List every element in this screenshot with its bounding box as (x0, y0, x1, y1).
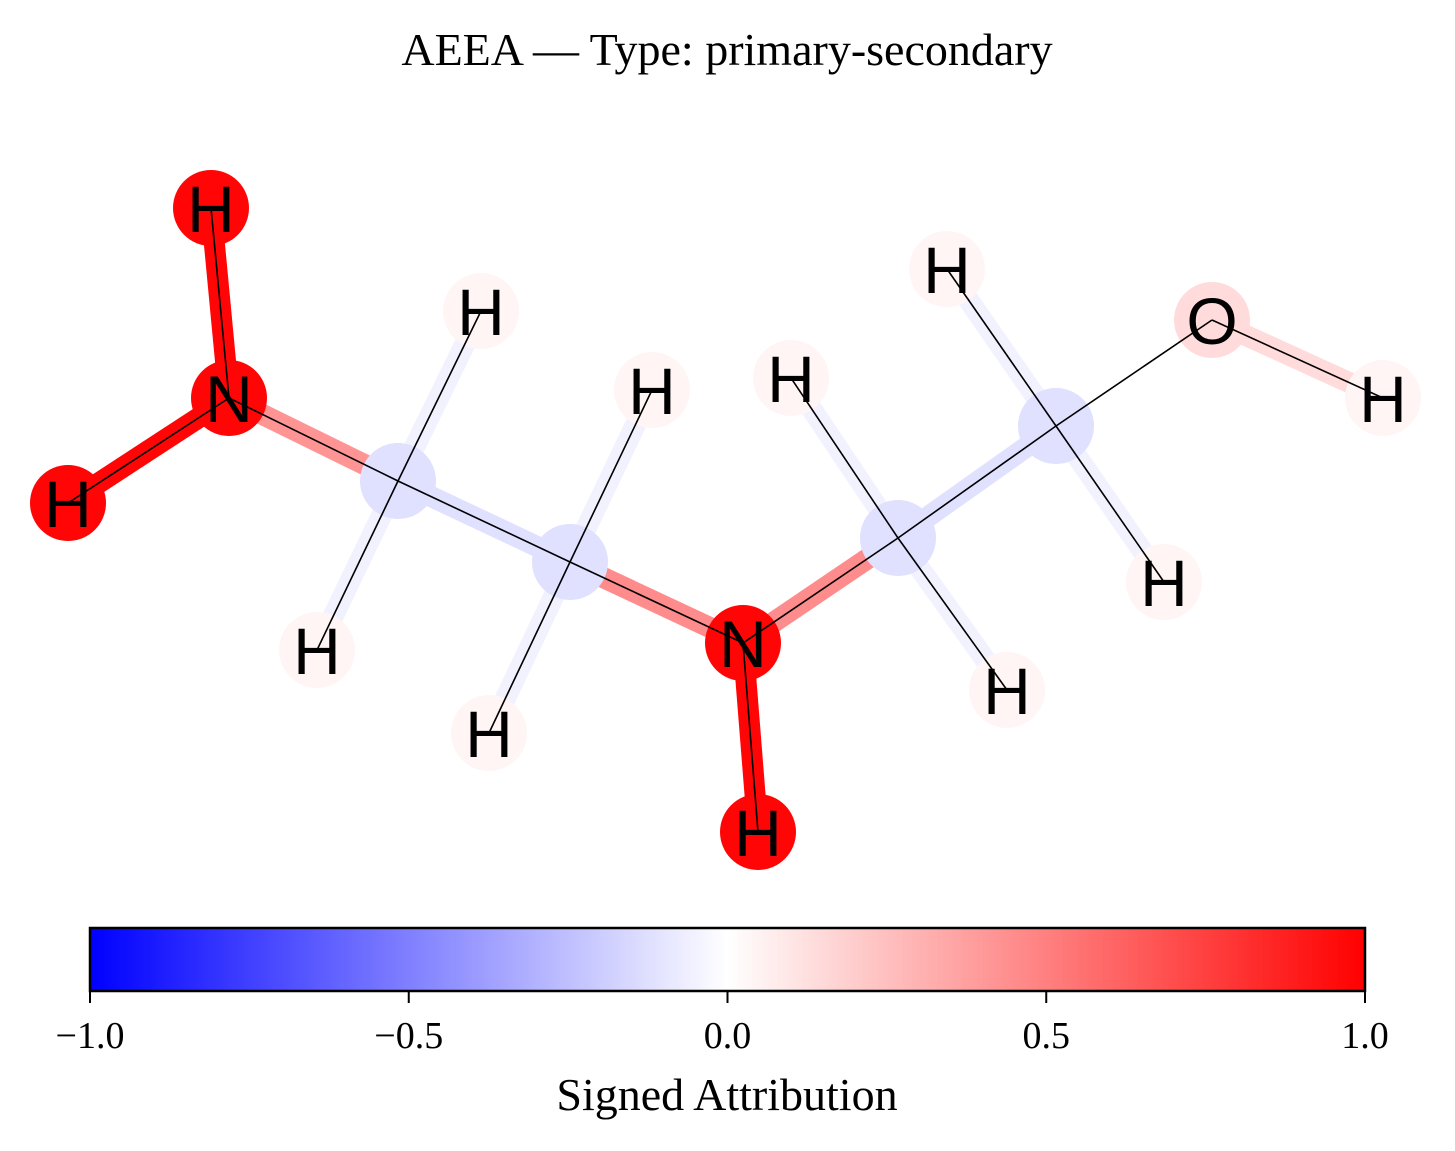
atom-label-h1: H (187, 172, 235, 246)
bond-c2-n2 (570, 562, 743, 643)
atom-label-h7: H (734, 796, 782, 870)
atom-label-n2: N (719, 607, 767, 681)
colorbar-tick-label: 1.0 (1341, 1015, 1389, 1057)
figure-title: AEEA — Type: primary-secondary (401, 24, 1052, 75)
colorbar: −1.0 −0.5 0.0 0.5 1.0 Signed Attribution (56, 928, 1389, 1120)
atom-label-h2: H (44, 467, 92, 541)
bond-n1-c1 (229, 398, 398, 481)
bond-c3-c4 (898, 426, 1056, 538)
colorbar-tick-label: −1.0 (56, 1015, 125, 1057)
atom-label-h6: H (465, 697, 513, 771)
atom-highlights (30, 170, 1421, 870)
bond-c1-c2 (398, 481, 570, 562)
atom-label-h9: H (983, 654, 1031, 728)
atom-labels: N H H H H H H N H H H H H O H (44, 172, 1407, 870)
colorbar-label: Signed Attribution (556, 1069, 897, 1120)
colorbar-tick-label: −0.5 (374, 1015, 443, 1057)
atom-label-o1: O (1186, 284, 1237, 358)
colorbar-ticks: −1.0 −0.5 0.0 0.5 1.0 (56, 991, 1389, 1057)
atom-label-h5: H (628, 354, 676, 428)
atom-label-h11: H (1140, 546, 1188, 620)
atom-label-h10: H (923, 233, 971, 307)
atom-label-h8: H (767, 342, 815, 416)
atom-label-h12: H (1359, 362, 1407, 436)
colorbar-gradient (90, 928, 1365, 991)
atom-label-h4: H (293, 614, 341, 688)
atom-label-n1: N (205, 362, 253, 436)
molecule-graph: N H H H H H H N H H H H H O H (30, 170, 1421, 870)
colorbar-tick-label: 0.5 (1023, 1015, 1071, 1057)
colorbar-tick-label: 0.0 (704, 1015, 752, 1057)
atom-label-h3: H (457, 275, 505, 349)
